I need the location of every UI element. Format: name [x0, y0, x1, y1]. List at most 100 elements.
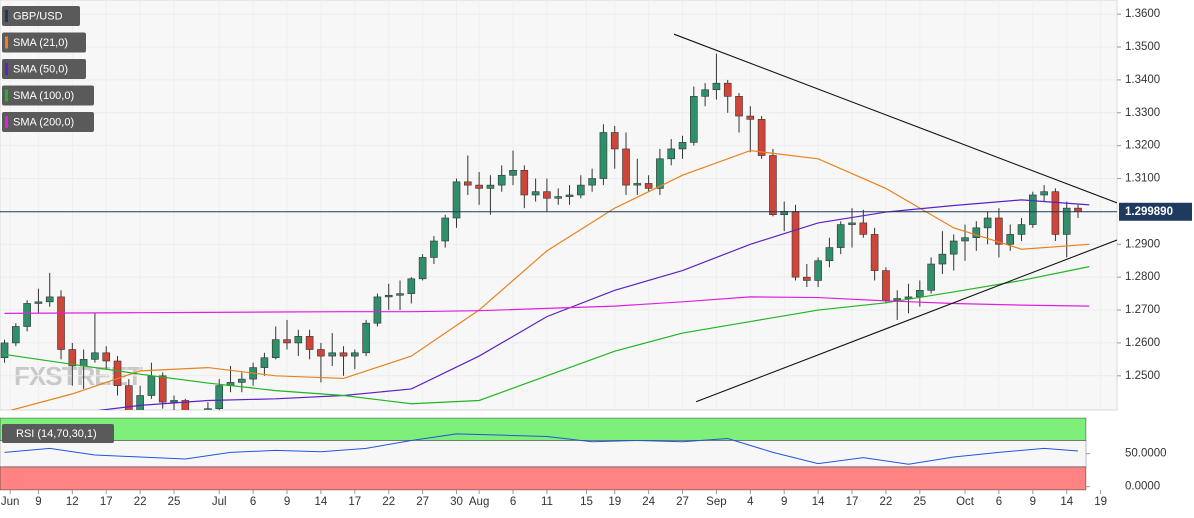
candle-body — [91, 352, 99, 360]
candle-body — [102, 352, 111, 362]
candle-body — [678, 142, 687, 150]
candle-body — [396, 293, 404, 296]
candle-body — [464, 181, 472, 186]
x-tick-label: 14 — [1060, 496, 1073, 508]
sma-line — [4, 296, 1090, 314]
candle-body — [441, 217, 450, 242]
candle-body — [113, 360, 122, 386]
candle-body — [667, 148, 676, 160]
x-tick-label: 14 — [812, 496, 825, 508]
trend-line — [695, 239, 1117, 403]
x-tick-label: 30 — [450, 496, 463, 508]
candle-body — [531, 191, 540, 196]
candle-body — [339, 352, 348, 357]
x-tick-label: Oct — [956, 496, 975, 508]
candle-body — [577, 184, 585, 196]
x-tick-label: 22 — [880, 496, 893, 508]
candle-body — [283, 339, 291, 344]
candle-body — [452, 181, 461, 219]
candle-body — [588, 178, 596, 186]
candle-body — [712, 82, 721, 91]
candle-body — [995, 217, 1003, 245]
trend-line — [673, 33, 1117, 204]
candle-body — [927, 263, 935, 291]
x-tick-label: Jul — [212, 496, 227, 508]
candle-body — [45, 296, 54, 303]
candle-body — [305, 336, 314, 350]
y-tick-label: 1.3500 — [1125, 41, 1160, 53]
x-tick-label: 6 — [250, 496, 256, 508]
x-tick-label: 15 — [580, 496, 593, 508]
x-tick-label: 22 — [382, 496, 395, 508]
candle-body — [147, 375, 156, 396]
candle-body — [181, 400, 190, 410]
rsi-legend-box — [2, 424, 114, 443]
legend: RSI (14,70,30,1) GBP/USD SMA (21,0) SMA (50… — [2, 6, 114, 443]
candle-body — [407, 278, 416, 294]
candle-body — [328, 352, 337, 357]
candle-body — [656, 158, 664, 189]
main-panel — [0, 0, 1118, 411]
candle-body — [418, 257, 427, 280]
candle-body — [373, 296, 382, 324]
candle-body — [1029, 194, 1037, 225]
x-tick-label: 25 — [168, 496, 181, 508]
candle-body — [814, 260, 822, 281]
candle-body — [204, 408, 212, 410]
candle-body — [294, 336, 303, 344]
candle-body — [520, 170, 529, 196]
y-tick-label: 1.3400 — [1125, 74, 1160, 86]
candle-body — [136, 395, 144, 410]
x-tick-label: 19 — [608, 496, 621, 508]
x-tick-label: 9 — [284, 496, 290, 508]
sma-line — [9, 149, 1090, 410]
y-tick-label: 1.3200 — [1125, 140, 1160, 152]
price-plot — [0, 33, 1117, 410]
legend-title: GBP/USD — [13, 10, 63, 22]
candle-body — [803, 276, 811, 281]
candle-body — [1051, 191, 1060, 235]
candle-body — [351, 352, 359, 357]
candle-body — [1006, 234, 1015, 245]
candle-body — [509, 170, 517, 176]
candle-body — [757, 119, 766, 156]
candle-body — [904, 296, 913, 299]
x-tick-label: 9 — [1030, 496, 1036, 508]
legend-box — [2, 59, 86, 79]
candle-body — [497, 174, 506, 186]
x-tick-label: Jun — [1, 496, 20, 508]
candle-body — [723, 82, 732, 97]
y-tick-label: 1.3100 — [1125, 173, 1160, 185]
candle-body — [554, 196, 563, 199]
candle-body — [983, 217, 992, 229]
candle-body — [622, 148, 630, 186]
candle-body — [317, 349, 325, 357]
candle-body — [916, 290, 924, 298]
candle-body — [949, 240, 958, 255]
candle-body — [238, 378, 246, 383]
candle-body — [961, 237, 969, 242]
candle-body — [746, 115, 755, 120]
candle-body — [701, 89, 709, 97]
x-tick-label: 17 — [348, 496, 361, 508]
sma-line — [4, 266, 1090, 405]
x-tick-label: 17 — [846, 496, 859, 508]
legend-box — [2, 6, 80, 26]
candle-body — [57, 296, 65, 350]
x-tick-label: 11 — [541, 496, 553, 508]
last-price-box — [1119, 202, 1192, 221]
candle-body — [633, 183, 642, 186]
legend-label: SMA (100,0) — [13, 90, 74, 102]
y-tick-label: 1.2600 — [1125, 337, 1160, 349]
legend-box — [2, 32, 86, 53]
candle-body — [170, 400, 178, 403]
y-tick-label: 1.3600 — [1125, 8, 1160, 20]
candle-body — [34, 301, 43, 304]
candle-body — [769, 155, 777, 215]
rsi-y-tick-label: 50.0000 — [1125, 448, 1167, 460]
candle-body — [68, 349, 77, 367]
candle-body — [610, 132, 619, 150]
x-tick-label: 22 — [134, 496, 147, 508]
candle-body — [23, 303, 31, 327]
